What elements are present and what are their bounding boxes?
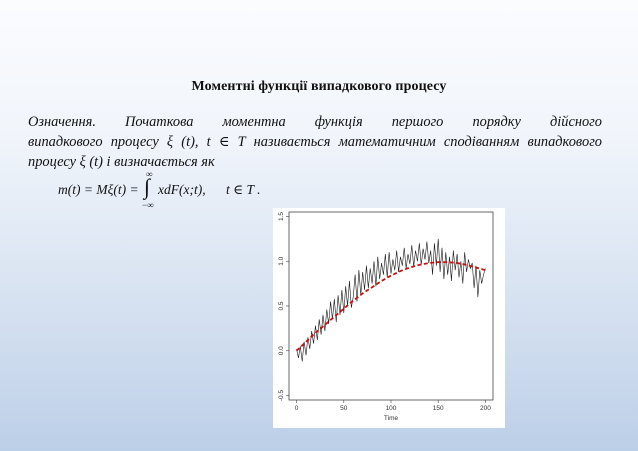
y-tick-label: 0.5 xyxy=(278,301,285,310)
formula-integrand: xdF(x;t), xyxy=(158,182,206,197)
process-realization-line xyxy=(296,238,486,362)
definition-line-2: випадкового процесу ξ (t), t ∈ T називає… xyxy=(28,134,602,150)
plot-lines xyxy=(295,238,486,362)
definition-word: першого xyxy=(391,114,444,130)
x-tick-label: 150 xyxy=(433,405,444,412)
formula-condition: t ∈ T . xyxy=(226,182,261,197)
y-tick-label: 1.5 xyxy=(278,212,285,221)
definition-word: Початкова xyxy=(125,114,194,130)
formula-integral-sign: ∫ xyxy=(144,174,151,199)
x-tick-label: 200 xyxy=(480,405,491,412)
definition-line-1: Означення. Початкова моментна функція пе… xyxy=(28,112,602,132)
mean-formula: m(t) = Mξ(t) = ∞ ∫ −∞ xdF(x;t), t ∈ T . xyxy=(58,169,288,212)
formula-lower-limit: −∞ xyxy=(142,200,154,210)
process-plot-svg: -0.5 0.0 0.5 1.0 1.5 0 50 100 150 200 Time xyxy=(278,211,494,422)
process-plot: -0.5 0.0 0.5 1.0 1.5 0 50 100 150 200 Time xyxy=(273,208,505,428)
definition-word: Означення. xyxy=(28,114,96,130)
x-axis: 0 50 100 150 200 xyxy=(295,400,491,412)
definition-word: функція xyxy=(314,114,363,130)
y-axis: -0.5 0.0 0.5 1.0 1.5 xyxy=(278,212,289,402)
mean-function-line xyxy=(295,261,486,352)
definition-word: дійсного xyxy=(549,114,602,130)
formula-upper-limit: ∞ xyxy=(146,169,153,179)
definition-word: моментна xyxy=(222,114,286,130)
y-tick-label: 0.0 xyxy=(278,346,285,355)
x-axis-label: Time xyxy=(384,415,399,422)
y-tick-label: -0.5 xyxy=(278,390,285,402)
y-tick-label: 1.0 xyxy=(278,256,285,265)
definition-paragraph: Означення. Початкова моментна функція пе… xyxy=(28,112,602,172)
slide-title: Моментні функції випадкового процесу xyxy=(191,79,447,94)
definition-word: порядку xyxy=(472,114,521,130)
plot-frame xyxy=(288,211,494,401)
x-tick-label: 50 xyxy=(340,405,348,412)
x-tick-label: 100 xyxy=(386,405,397,412)
definition-line-3: процесу ξ (t) і визначається як xyxy=(28,154,215,170)
x-tick-label: 0 xyxy=(295,405,299,412)
formula-lhs: m(t) = Mξ(t) = xyxy=(58,182,139,197)
